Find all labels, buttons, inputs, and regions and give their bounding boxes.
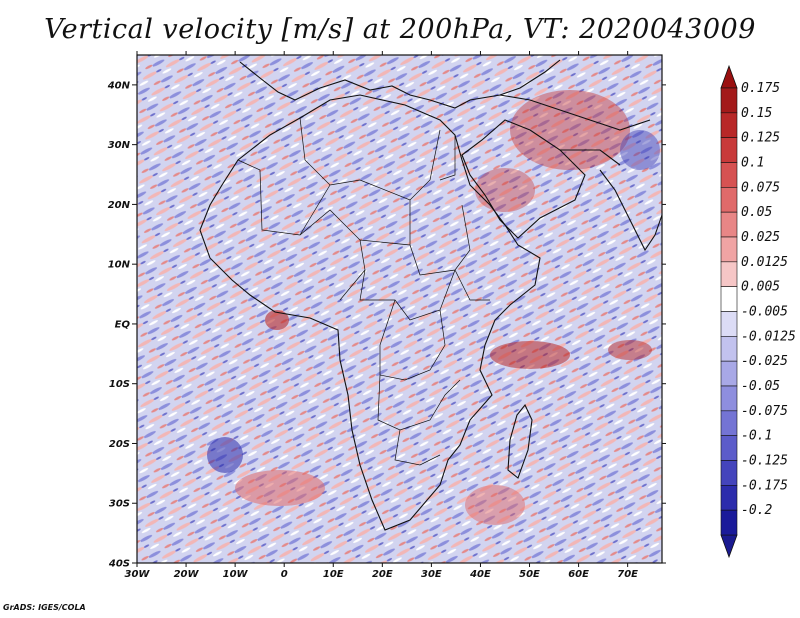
colorbar-label: 0.005 [741, 280, 780, 295]
colorbar-label: 0.15 [741, 106, 772, 121]
colorbar-swatch [720, 162, 738, 188]
coldspot-east [620, 130, 660, 170]
lon-label: 60E [568, 569, 589, 580]
hotspot-south-atlantic [235, 470, 325, 506]
colorbar-swatch [720, 137, 738, 163]
lon-label: 50E [519, 569, 540, 580]
colorbar-swatch [720, 336, 738, 362]
longitude-axis: 30W 20W 10W 0 10E 20E 30E 40E 50E 60E 70E [125, 51, 638, 580]
colorbar-label: 0.175 [741, 81, 780, 96]
plot-frame [136, 54, 663, 564]
lon-label: 30E [421, 569, 442, 580]
asia-borders [499, 94, 651, 166]
velocity-hotspots [207, 90, 660, 525]
colorbar-swatch [720, 286, 738, 312]
velocity-field [137, 55, 662, 563]
border-lines [237, 117, 490, 466]
colorbar-swatch [720, 112, 738, 138]
hotspot-east-ocean [608, 340, 652, 360]
coldspot-atlantic [207, 437, 243, 473]
colorbar-label: -0.175 [741, 478, 788, 493]
lat-label: 40N [107, 80, 131, 91]
lon-label: 10E [323, 569, 344, 580]
colorbar-label: -0.005 [741, 305, 788, 320]
africa-coastline [199, 94, 541, 531]
europe-coastline [239, 59, 561, 109]
colorbar-swatch [720, 187, 738, 213]
colorbar-swatch [720, 211, 738, 238]
colorbar-label: 0.025 [741, 230, 780, 245]
colorbar-label: -0.075 [741, 404, 788, 419]
lat-label: EQ [115, 319, 131, 330]
madagascar-coastline [507, 403, 533, 479]
colorbar-swatch [720, 485, 738, 511]
colorbar-label: 0.075 [741, 180, 780, 195]
lon-label: 30W [125, 569, 151, 580]
colorbar-label: -0.125 [741, 454, 788, 469]
lon-label: 70E [617, 569, 638, 580]
hotspot-south-africa [465, 485, 525, 525]
lon-label: 20W [174, 569, 200, 580]
lat-label: 10N [108, 260, 131, 271]
lat-label: 20N [108, 200, 131, 211]
india-coastline [599, 169, 662, 252]
lat-label: 20S [109, 439, 130, 450]
latitude-axis: 40N 30N 20N 10N EQ 10S 20S 30S 40S [107, 80, 666, 570]
hotspot-indian-ocean [490, 341, 570, 369]
colorbar-swatch [720, 435, 738, 461]
colorbar-swatch [720, 460, 738, 486]
colorbar-label: 0.05 [741, 205, 772, 220]
arabia-coastline [461, 119, 586, 239]
colorbar-top-arrow [720, 64, 738, 89]
hotspot-red-sea [475, 168, 535, 212]
colorbar-swatch [720, 410, 738, 436]
grads-credit: GrADS: IGES/COLA [3, 603, 86, 612]
colorbar-swatch [720, 509, 738, 536]
colorbar-label: -0.05 [741, 379, 780, 394]
plot-area [136, 54, 663, 564]
colorbar-swatch [720, 385, 738, 412]
colorbar-label: -0.0125 [741, 329, 796, 344]
colorbar-bottom-arrow [720, 534, 738, 559]
chart-title: Vertical velocity [m/s] at 200hPa, VT: 2… [44, 14, 756, 45]
hotspot-arabia [510, 90, 630, 170]
colorbar-swatch [720, 236, 738, 263]
colorbar-label: 0.0125 [741, 255, 788, 270]
coastlines [199, 59, 662, 531]
country-borders [237, 117, 490, 466]
colorbar-swatch [720, 360, 738, 387]
lon-label: 10W [223, 569, 249, 580]
lat-label: 10S [109, 379, 130, 390]
colorbar-swatch [720, 261, 738, 287]
hotspot-gulf-guinea [265, 310, 289, 330]
colorbar-swatch [720, 311, 738, 337]
lat-label: 30N [108, 140, 131, 151]
colorbar-label: -0.2 [741, 503, 772, 518]
colorbar: 0.175 0.15 0.125 0.1 0.075 0.05 0.025 0.0125 0.0… [720, 64, 796, 559]
lat-label: 40S [108, 559, 130, 570]
lat-label: 30S [109, 499, 130, 510]
colorbar-swatch [720, 87, 738, 114]
colorbar-label: 0.1 [741, 156, 764, 171]
colorbar-label: -0.025 [741, 354, 788, 369]
colorbar-label: 0.125 [741, 131, 780, 146]
lon-label: 0 [281, 569, 288, 580]
colorbar-label: -0.1 [741, 429, 772, 444]
lon-label: 20E [372, 569, 393, 580]
lon-label: 40E [469, 569, 491, 580]
